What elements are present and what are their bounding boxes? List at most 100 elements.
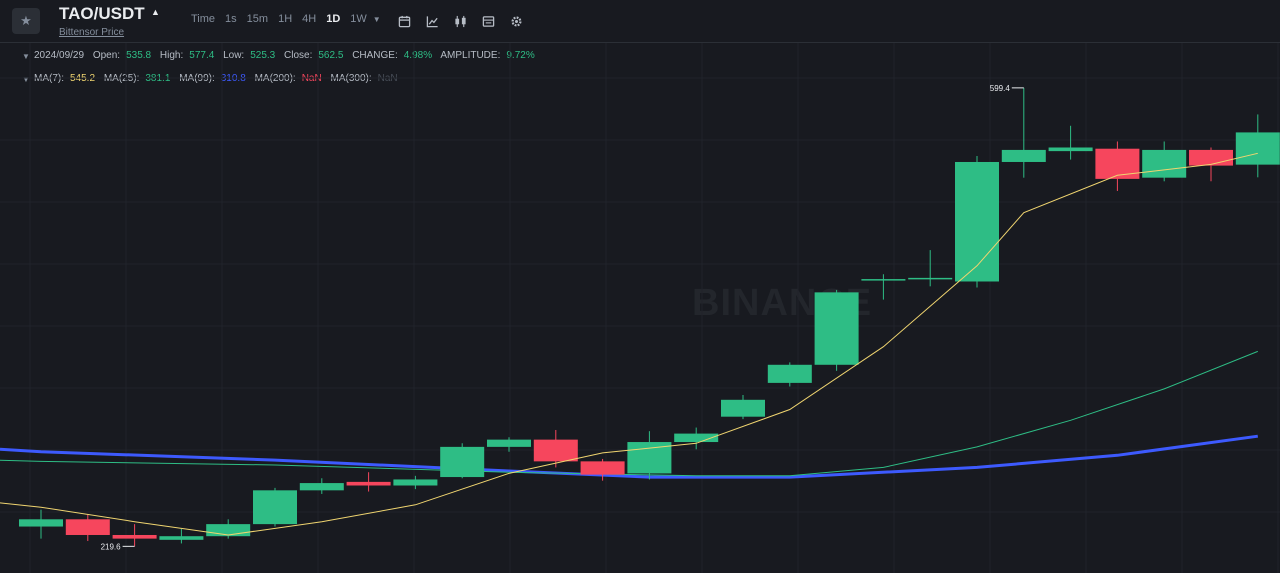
candle (393, 475, 438, 490)
candle-body (1095, 148, 1140, 179)
candle (1235, 114, 1280, 178)
candle (1142, 141, 1187, 182)
candle-body (1189, 149, 1233, 166)
open-value: 535.8 (126, 50, 152, 61)
candle-body (253, 490, 297, 525)
candle-body (19, 519, 63, 527)
more-intervals-chevron-icon[interactable]: ▼ (372, 14, 381, 24)
candle-body (580, 461, 625, 475)
candle (159, 528, 204, 544)
candle-body (627, 442, 672, 474)
candle (814, 289, 859, 371)
star-icon: ★ (20, 13, 32, 28)
candle-body (393, 479, 438, 486)
candle (533, 429, 578, 468)
high-value: 577.4 (189, 50, 215, 61)
candle-body (346, 481, 391, 486)
candle-body (533, 439, 578, 462)
candle-body (721, 399, 765, 417)
open-label: Open: (92, 50, 121, 61)
candle-body (908, 277, 953, 280)
candle (19, 509, 63, 539)
interval-1d[interactable]: 1D (326, 13, 341, 25)
settings-icon (510, 15, 522, 27)
chart-grid (0, 43, 1280, 573)
candle (674, 427, 719, 450)
interval-4h[interactable]: 4H (302, 13, 317, 25)
candle-body (1142, 149, 1187, 178)
candle-body (1235, 132, 1280, 165)
candle (299, 478, 344, 494)
candle-body (112, 534, 157, 539)
layout-icon (482, 15, 494, 27)
annotations-layer: 599.4 219.6 (101, 84, 1024, 551)
candle (580, 458, 625, 481)
candle (253, 487, 297, 527)
indicators-button[interactable] (418, 12, 446, 30)
candle (955, 155, 999, 288)
pair-subtitle-link[interactable]: Bittensor Price (59, 27, 125, 38)
low-label: Low: (223, 50, 245, 61)
candle (112, 524, 157, 547)
candle-body (861, 279, 906, 281)
amplitude-label: AMPLITUDE: (440, 50, 501, 61)
candle (1048, 125, 1093, 160)
ohlc-collapse-chevron-icon[interactable]: ▼ (22, 52, 30, 61)
candle-body (65, 519, 110, 535)
ma7-layer (0, 152, 1258, 536)
interval-15m[interactable]: 15m (246, 13, 269, 25)
interval-time[interactable]: Time (191, 13, 216, 25)
top-bar: ★ TAO/USDT ▲ Bittensor Price Time 1s 15m… (0, 0, 1280, 42)
candle (908, 250, 953, 287)
close-value: 562.5 (318, 50, 344, 61)
candle (487, 437, 531, 452)
candle (440, 443, 485, 479)
low-annotation-label: 219.6 (101, 542, 122, 551)
high-annotation-label: 599.4 (990, 84, 1011, 93)
candle-type-button[interactable] (446, 12, 474, 30)
candle-type-icon (454, 15, 466, 27)
interval-1w[interactable]: 1W (350, 13, 367, 25)
ma25-layer (0, 350, 1258, 477)
candle-body (1001, 149, 1046, 162)
interval-1s[interactable]: 1s (225, 13, 237, 25)
change-label: CHANGE: (352, 50, 398, 61)
change-value: 4.98% (403, 50, 433, 61)
candle (1095, 141, 1140, 191)
candle (206, 519, 251, 539)
candles-layer (19, 87, 1280, 547)
ma-collapse-chevron-icon[interactable]: ▼ (22, 75, 30, 84)
candle-body (299, 483, 344, 491)
header-divider (0, 42, 1280, 43)
candle-body (814, 292, 859, 365)
layout-button[interactable] (474, 12, 502, 30)
candle-body (1048, 147, 1093, 152)
settings-button[interactable] (502, 12, 530, 30)
candle (346, 472, 391, 492)
calendar-button[interactable] (390, 12, 418, 30)
candle (767, 362, 812, 387)
pair-caret-icon[interactable]: ▲ (151, 7, 160, 17)
candle (721, 394, 765, 420)
candle (861, 274, 906, 300)
chart-toolbar (390, 12, 530, 30)
indicator-chart-icon (426, 15, 438, 27)
interval-selector: Time 1s 15m 1H 4H 1D 1W ▼ (191, 13, 395, 25)
candle (627, 431, 672, 480)
interval-1h[interactable]: 1H (278, 13, 293, 25)
favorite-star-button[interactable]: ★ (12, 8, 40, 34)
high-label: High: (159, 50, 184, 61)
close-label: Close: (284, 50, 313, 61)
candle-body (767, 364, 812, 383)
ohlc-date: 2024/09/29 (34, 50, 85, 61)
candle-body (674, 433, 719, 443)
candlestick-chart[interactable]: 599.4 219.6 (0, 43, 1280, 573)
candle (65, 514, 110, 542)
pair-title[interactable]: TAO/USDT (59, 4, 145, 23)
low-value: 525.3 (250, 50, 276, 61)
candle-body (159, 536, 204, 540)
ma7-line (0, 152, 1258, 536)
candle-body (440, 446, 485, 478)
candle-body (206, 524, 251, 537)
candle-body (487, 439, 531, 447)
